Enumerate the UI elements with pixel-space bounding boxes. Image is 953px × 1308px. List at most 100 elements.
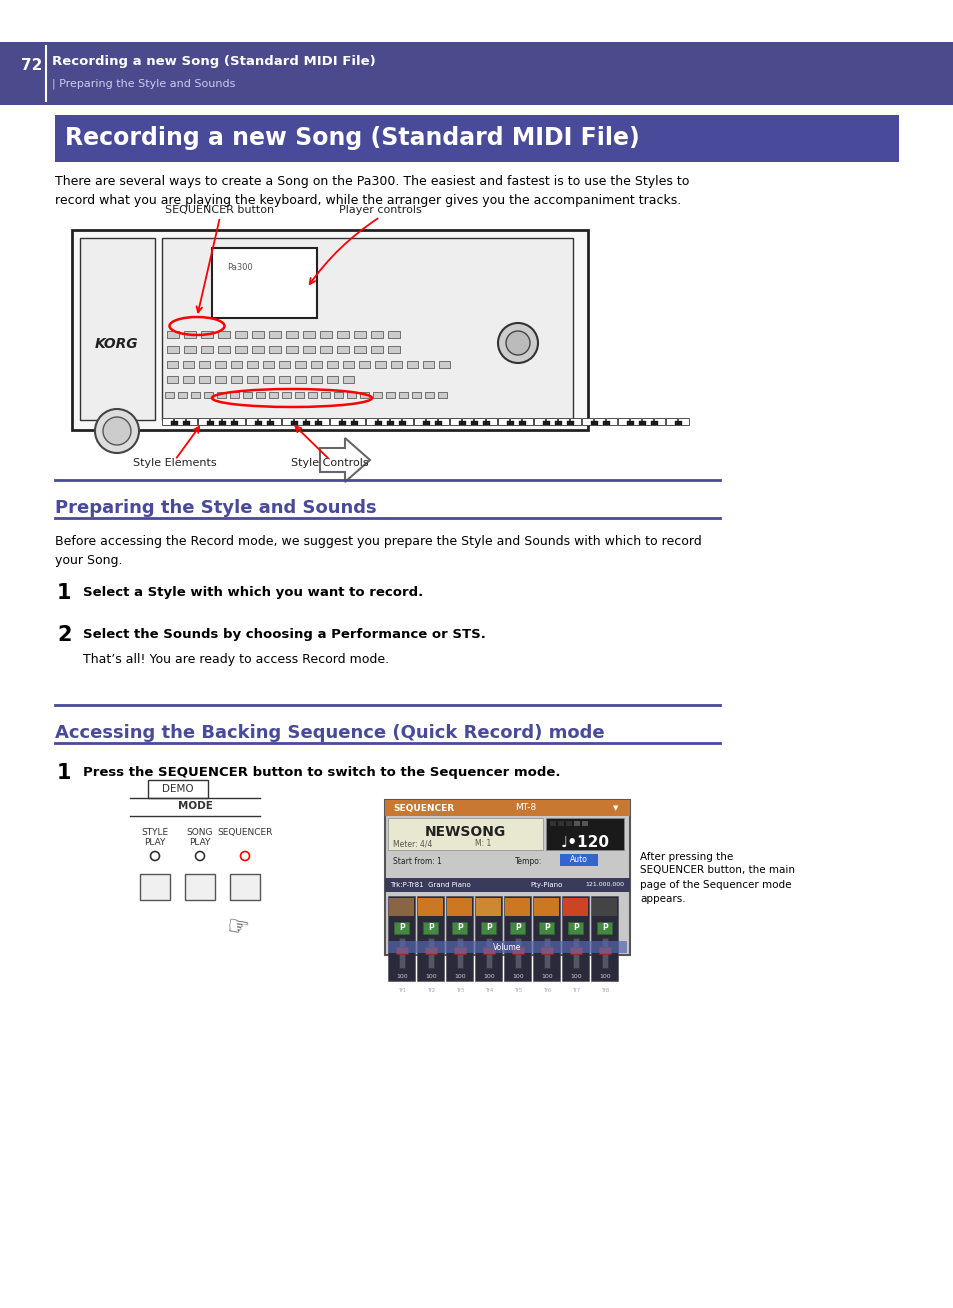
Bar [543,938,550,968]
Bar [218,331,230,337]
Bar [204,392,213,398]
Bar [303,421,310,425]
Bar [218,347,230,353]
Bar [212,249,316,318]
Bar [471,421,477,425]
Text: Tr4: Tr4 [484,989,493,994]
Bar [504,899,530,916]
Bar [485,938,492,968]
Bar [247,375,257,383]
Bar [497,419,509,425]
Bar [167,361,178,368]
Bar [294,375,306,383]
Bar [569,419,580,425]
Bar [270,419,281,425]
Bar [428,938,434,968]
Bar [319,347,332,353]
Bar [474,419,484,425]
Bar [373,392,381,398]
Text: SONG
PLAY: SONG PLAY [187,828,213,848]
Text: Select the Sounds by choosing a Performance or STS.: Select the Sounds by choosing a Performa… [83,628,485,641]
Bar [294,361,306,368]
Bar [359,392,369,398]
Text: SEQUENCER button: SEQUENCER button [165,205,274,215]
Bar [286,347,297,353]
Circle shape [103,417,131,445]
Bar [243,392,252,398]
Bar [351,421,357,425]
Bar [391,361,401,368]
Text: | Preparing the Style and Sounds: | Preparing the Style and Sounds [52,78,235,89]
Bar [308,392,316,398]
Bar [565,821,572,825]
Bar [412,392,420,398]
Bar [282,419,293,425]
Bar [521,419,533,425]
Bar [678,419,688,425]
Text: 100: 100 [570,973,581,978]
Bar [371,347,382,353]
Bar [510,922,524,934]
Bar [183,375,193,383]
Text: Preparing the Style and Sounds: Preparing the Style and Sounds [55,498,376,517]
Bar [269,392,277,398]
Bar [422,421,430,425]
Bar [388,331,399,337]
Bar [234,347,247,353]
Bar [416,896,443,981]
Bar [574,821,579,825]
Bar [555,421,561,425]
Text: Style Elements: Style Elements [133,458,216,468]
Bar [597,922,612,934]
Bar [385,800,629,816]
Bar [327,361,337,368]
Text: 2: 2 [57,625,71,645]
Bar [581,419,593,425]
Bar [590,421,598,425]
Bar [230,392,239,398]
Text: SEQUENCER: SEQUENCER [217,828,273,837]
Bar [437,419,449,425]
Bar [475,896,501,981]
Bar [252,331,264,337]
Bar [330,419,340,425]
Bar [55,115,898,162]
Bar [198,419,209,425]
Bar [594,419,604,425]
Text: Volume: Volume [493,943,521,951]
Bar [446,896,473,981]
Text: Accessing the Backing Sequence (Quick Record) mode: Accessing the Backing Sequence (Quick Re… [55,725,604,742]
Bar [183,421,190,425]
Bar [71,230,587,430]
Bar [341,419,353,425]
Text: P: P [486,923,492,933]
Bar [629,419,640,425]
Bar [336,347,349,353]
Text: KORG: KORG [95,337,139,351]
Bar [338,421,346,425]
Bar [255,392,265,398]
Text: Recording a new Song (Standard MIDI File): Recording a new Song (Standard MIDI File… [65,127,639,150]
Bar [414,419,424,425]
Text: Tr7: Tr7 [571,989,579,994]
Bar [562,899,587,916]
Bar [230,874,260,900]
Bar [454,947,465,954]
Bar [533,896,559,981]
Bar [538,922,554,934]
Text: Tr2: Tr2 [426,989,435,994]
Bar [598,947,610,954]
Bar [233,419,245,425]
Bar [354,331,366,337]
Bar [317,419,329,425]
Bar [435,421,441,425]
Text: DEMO: DEMO [162,783,193,794]
Text: SEQUENCER: SEQUENCER [393,803,454,812]
Bar [388,940,626,954]
Bar [375,361,386,368]
Bar [641,419,652,425]
Bar [558,419,568,425]
Bar [306,419,316,425]
Bar [534,899,558,916]
Bar [476,899,500,916]
